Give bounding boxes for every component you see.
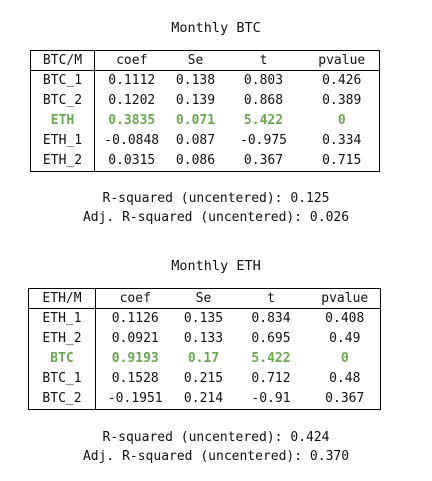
row-label: BTC_1 (30, 70, 95, 91)
adj-r-squared: Adj. R-squared (uncentered): 0.370 (82, 449, 350, 464)
table-cell: 0 (340, 351, 349, 366)
table-cell: 0.1112 (108, 73, 156, 88)
table-row: ETH_2 0.0315 0.086 0.367 0.715 (30, 151, 380, 172)
corner-label: BTC/M (30, 50, 95, 71)
column-header: t (222, 50, 305, 71)
adj-r-squared: Adj. R-squared (uncentered): 0.026 (82, 210, 350, 225)
table-cell: 0.1126 (111, 311, 159, 326)
table-cell: 0.17 (187, 351, 220, 366)
table-cell: -0.0848 (104, 133, 160, 148)
table-cell: 5.422 (251, 351, 291, 366)
table-cell: 0.48 (329, 371, 361, 386)
row-label: ETH (30, 111, 95, 131)
row-label: ETH_2 (30, 151, 95, 172)
header-row: BTC/M coef Se t pvalue (30, 50, 380, 71)
table-cell: 0.138 (175, 73, 216, 88)
table-cell: 0.087 (175, 133, 216, 148)
table-cell: 0.389 (322, 93, 362, 108)
r-squared: R-squared (uncentered): 0.424 (102, 430, 330, 445)
table-cell: -0.91 (251, 391, 291, 406)
table-cell: 0.135 (183, 311, 224, 326)
table-cell: 0.712 (251, 371, 291, 386)
table-cell: 0.1202 (108, 93, 156, 108)
table-cell: 0.408 (325, 311, 365, 326)
column-header: pvalue (309, 288, 381, 309)
table-cell: 0.9193 (111, 351, 159, 366)
table-cell: 0.1528 (111, 371, 159, 386)
regression-table: BTC/M coef Se t pvalue BTC_1 0.1112 0.138 0… (30, 50, 380, 172)
row-label: BTC_1 (28, 369, 96, 389)
table-row: BTC_2 -0.1951 0.214 -0.91 0.367 (28, 389, 381, 410)
table-row: ETH 0.3835 0.071 5.422 0 (30, 111, 380, 131)
table-cell: 0.0315 (108, 153, 156, 168)
table-cell: 0.071 (175, 113, 216, 128)
table-cell: 5.422 (243, 113, 284, 128)
table-cell: 0.715 (322, 153, 362, 168)
row-label: BTC (28, 349, 96, 369)
table-row: BTC_2 0.1202 0.139 0.868 0.389 (30, 91, 380, 111)
table-row: BTC_1 0.1112 0.138 0.803 0.426 (30, 70, 380, 91)
table-row: ETH_2 0.0921 0.133 0.695 0.49 (28, 329, 381, 349)
table-cell: 0.215 (183, 371, 224, 386)
table-cell: -0.1951 (107, 391, 163, 406)
table-cell: 0.0921 (111, 331, 159, 346)
row-label: ETH_2 (28, 329, 96, 349)
row-label: BTC_2 (30, 91, 95, 111)
header-row: ETH/M coef Se t pvalue (28, 288, 381, 309)
row-label: ETH_1 (28, 308, 96, 329)
table-body: ETH_1 0.1126 0.135 0.834 0.408 ETH_2 0.0921 0.1… (28, 308, 381, 410)
column-header: Se (168, 50, 223, 71)
table-cell: 0.367 (243, 153, 284, 168)
table-cell: 0.086 (175, 153, 216, 168)
table-cell: 0.3835 (108, 113, 156, 128)
r-squared: R-squared (uncentered): 0.125 (102, 191, 330, 206)
column-header: Se (174, 288, 233, 309)
table-cell: 0.133 (183, 331, 224, 346)
table-cell: 0.426 (322, 73, 362, 88)
table-cell: 0.868 (243, 93, 284, 108)
table-cell: 0.334 (322, 133, 362, 148)
corner-label: ETH/M (28, 288, 96, 309)
table-body: BTC_1 0.1112 0.138 0.803 0.426 BTC_2 0.1202 0.1… (30, 70, 380, 172)
table-title: Monthly ETH (171, 258, 261, 274)
row-label: BTC_2 (28, 389, 96, 410)
column-header: pvalue (304, 50, 380, 71)
column-header: t (232, 288, 310, 309)
table-cell: 0.834 (251, 311, 291, 326)
table-row: ETH_1 0.1126 0.135 0.834 0.408 (28, 308, 381, 329)
table-title: Monthly BTC (171, 20, 261, 36)
column-header: coef (95, 288, 175, 309)
row-label: ETH_1 (30, 131, 95, 151)
table-cell: 0.695 (251, 331, 291, 346)
table-row: ETH_1 -0.0848 0.087 -0.975 0.334 (30, 131, 380, 151)
table-cell: -0.975 (240, 133, 287, 148)
regression-table: ETH/M coef Se t pvalue ETH_1 0.1126 0.135 0… (28, 288, 381, 410)
table-row: BTC 0.9193 0.17 5.422 0 (28, 349, 381, 369)
table-cell: 0.367 (325, 391, 365, 406)
table-cell: 0.214 (183, 391, 224, 406)
table-row: BTC_1 0.1528 0.215 0.712 0.48 (28, 369, 381, 389)
table-cell: 0.139 (175, 93, 216, 108)
column-header: coef (94, 50, 169, 71)
table-cell: 0.49 (329, 331, 361, 346)
table-cell: 0 (337, 113, 346, 128)
table-cell: 0.803 (243, 73, 284, 88)
